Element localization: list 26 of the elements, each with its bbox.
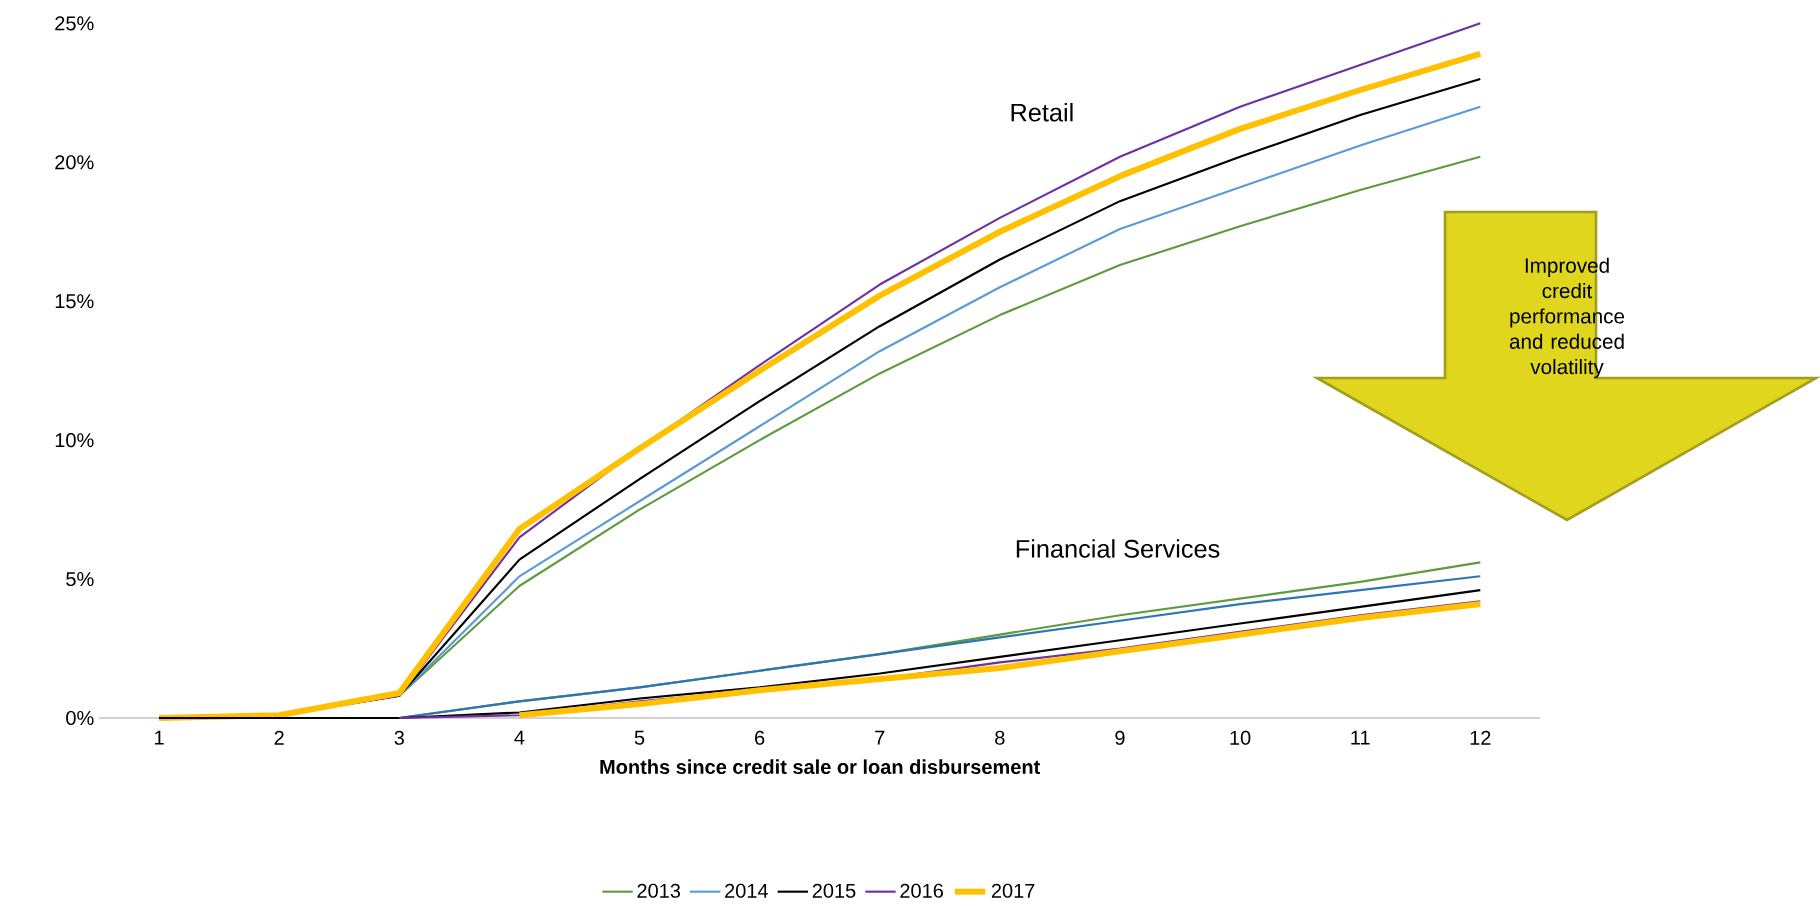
x-tick-label: 2: [274, 730, 284, 745]
legend-label: 2013: [637, 883, 681, 898]
x-tick-label: 11: [1351, 730, 1370, 745]
annotation: Retail: [1011, 102, 1073, 122]
y-tick-label: 0%: [66, 710, 94, 726]
legend-label: 2017: [991, 883, 1035, 898]
x-tick-label: 3: [394, 730, 404, 745]
x-tick-label: 1: [155, 730, 164, 745]
x-tick-label: 6: [755, 730, 765, 745]
annotation: Financial Services: [1016, 539, 1220, 558]
legend-label: 2014: [725, 883, 768, 898]
x-tick-label: 4: [514, 730, 525, 745]
y-tick-label: 10%: [55, 433, 94, 448]
x-tick-label: 5: [634, 730, 645, 745]
x-tick-label: 12: [1470, 730, 1491, 745]
x-tick-label: 7: [875, 730, 885, 745]
y-tick-label: 15%: [55, 294, 94, 309]
legend-label: 2015: [812, 883, 856, 898]
x-tick-label: 10: [1230, 730, 1251, 745]
legend-label: 2016: [900, 883, 943, 898]
x-tick-label: 9: [1115, 730, 1125, 745]
y-tick-label: 20%: [55, 155, 94, 170]
x-axis-title: Months since credit sale or loan disbursement: [600, 759, 1041, 775]
y-tick-label: 25%: [55, 16, 94, 31]
y-tick-label: 5%: [66, 572, 94, 587]
x-tick-label: 8: [995, 730, 1005, 745]
